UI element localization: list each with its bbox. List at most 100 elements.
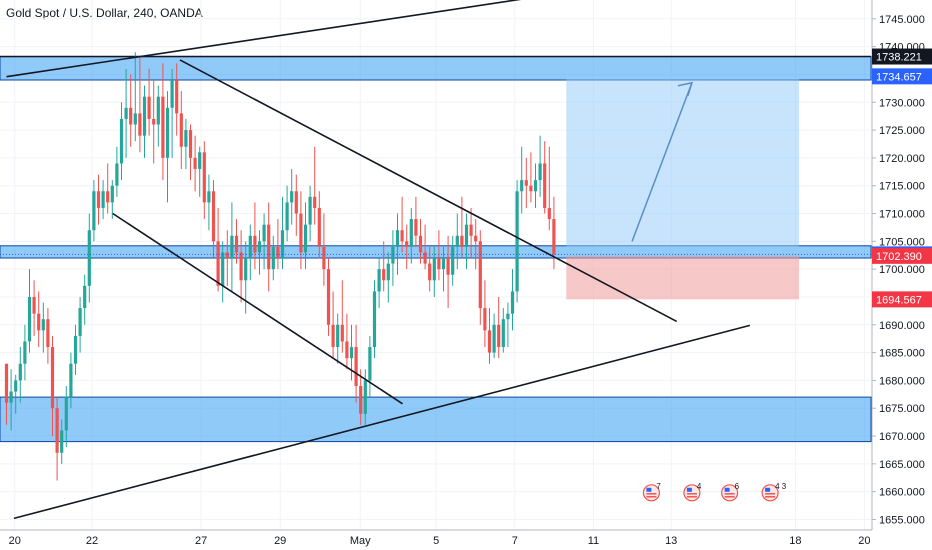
candle-body: [96, 191, 101, 208]
y-tick-label: 1685.000: [879, 348, 925, 360]
candle-body: [359, 385, 363, 414]
target-area: [566, 76, 800, 256]
candle-body: [133, 113, 137, 125]
lower-channel-line: [13, 324, 751, 520]
candle-body: [202, 152, 206, 203]
economic-event-icon: 4: [683, 482, 702, 502]
x-tick-label: 13: [665, 535, 677, 547]
price-tag-entry: [872, 247, 932, 264]
candle-body: [418, 235, 423, 253]
arrow-head: [677, 81, 693, 96]
candle-body: [322, 246, 326, 270]
candle-body: [432, 258, 436, 281]
candle-body: [225, 252, 229, 259]
candle-body: [161, 96, 165, 158]
falling-wedge-bottom: [112, 212, 403, 405]
upper-channel-line: [6, 0, 522, 78]
x-tick-label: 20: [9, 535, 21, 547]
y-tick-label: 1670.000: [879, 431, 925, 443]
candle-body: [405, 241, 409, 247]
price-tag-stop: [872, 291, 932, 308]
candle-body: [515, 191, 519, 292]
y-tick-label: 1675.000: [879, 403, 925, 415]
candle-body: [552, 219, 556, 255]
candle-body: [414, 219, 418, 236]
x-tick-label: 20: [858, 535, 870, 547]
candle-body: [299, 213, 303, 253]
x-tick-label: 18: [789, 535, 801, 547]
candle-body: [428, 263, 432, 281]
falling-wedge-top: [179, 59, 678, 323]
x-tick-label: 27: [195, 535, 207, 547]
candle-body: [239, 252, 243, 281]
candle-body: [4, 363, 9, 403]
candle-body: [501, 319, 505, 348]
candle-body: [506, 313, 510, 320]
price-tag-target: [872, 68, 932, 85]
candle-body: [87, 230, 91, 286]
candle-body: [533, 180, 538, 192]
candle-body: [193, 157, 197, 170]
candle-body: [253, 235, 257, 253]
candle-body: [464, 224, 469, 247]
candle-body: [529, 185, 533, 192]
time-axis: [0, 530, 932, 550]
candle-body: [317, 207, 321, 247]
x-tick-label: 11: [588, 535, 599, 547]
candle-body: [340, 324, 344, 342]
candle-body: [257, 241, 262, 253]
candle-body: [290, 191, 294, 203]
candle-body: [441, 258, 446, 270]
candle-body: [73, 335, 78, 364]
y-tick-label: 1665.000: [879, 459, 925, 471]
candle-body: [221, 252, 225, 286]
candle-body: [474, 235, 478, 242]
candle-body: [451, 246, 455, 275]
event-canton: [686, 487, 692, 492]
candle-body: [497, 324, 501, 348]
price-tag-label: 1738.221: [876, 52, 922, 64]
candle-body: [92, 191, 96, 231]
candle-body: [170, 79, 174, 108]
candle-body: [55, 408, 59, 453]
event-canton: [646, 487, 652, 492]
candle-body: [69, 363, 73, 398]
price-axis: [872, 0, 932, 550]
candle-body: [294, 191, 298, 214]
candle-body: [188, 130, 193, 158]
candle-body: [78, 308, 82, 336]
x-tick-label: May: [350, 535, 371, 547]
candle-body: [179, 113, 183, 147]
candle-body: [543, 163, 547, 208]
y-tick-label: 1680.000: [879, 375, 925, 387]
price-tag-label: 1734.657: [876, 71, 922, 83]
candle-body: [363, 380, 367, 414]
candle-body: [216, 241, 220, 286]
candle-body: [50, 347, 55, 409]
candle-body: [60, 430, 64, 453]
chart-title: Gold Spot / U.S. Dollar, 240, OANDA: [6, 6, 203, 20]
price-tag-label: 1702.390: [876, 251, 922, 263]
candle-body: [336, 324, 340, 348]
event-count: 4: [697, 482, 702, 491]
y-tick-label: 1690.000: [879, 320, 925, 332]
economic-event-icon: 7: [642, 482, 661, 502]
candle-body: [124, 107, 128, 119]
candle-body: [469, 224, 473, 236]
x-tick-label: 29: [274, 535, 286, 547]
candle-body: [198, 152, 202, 170]
candle-body: [538, 163, 542, 181]
candle-body: [244, 258, 248, 281]
candle-body: [110, 185, 114, 203]
candle-body: [14, 380, 18, 392]
event-count: 6: [735, 482, 740, 491]
candle-body: [119, 118, 124, 164]
candle-body: [303, 224, 308, 253]
candle-body: [349, 347, 354, 359]
stop-area: [566, 255, 800, 300]
candle-body: [83, 285, 87, 309]
candle-body: [262, 224, 266, 242]
y-tick-label: 1660.000: [879, 487, 925, 499]
candle-body: [285, 202, 289, 231]
